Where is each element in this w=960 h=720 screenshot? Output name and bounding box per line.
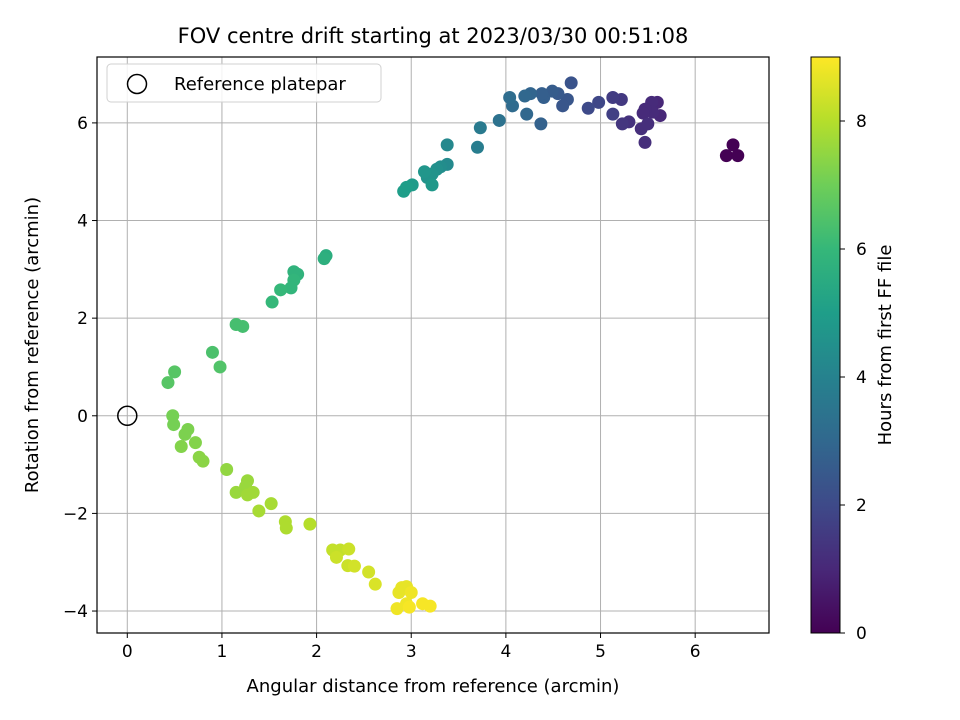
y-tick-label: 6 [77, 114, 88, 134]
data-point [556, 99, 570, 113]
x-tick-label: 1 [217, 642, 228, 662]
y-tick-label: 0 [77, 407, 88, 427]
data-point [425, 178, 439, 192]
data-point [167, 418, 181, 432]
data-point [362, 565, 376, 579]
data-point [404, 585, 418, 599]
plot-area [96, 56, 770, 634]
data-point [161, 376, 175, 390]
y-tick-label: 4 [77, 212, 88, 232]
data-point [564, 76, 578, 90]
data-point [726, 138, 740, 152]
x-axis-ticks: 0 1 2 3 4 5 6 [122, 633, 701, 662]
data-point [440, 138, 454, 152]
data-point [719, 149, 733, 163]
data-point [390, 602, 404, 616]
data-point [503, 91, 517, 105]
data-point [178, 427, 192, 441]
x-tick-label: 4 [500, 642, 511, 662]
colorbar-tick-label: 2 [856, 496, 867, 516]
colorbar-tick-label: 0 [856, 624, 867, 644]
data-point [615, 117, 629, 131]
data-point [284, 281, 298, 295]
x-tick-label: 5 [595, 642, 606, 662]
legend: Reference platepar [106, 63, 382, 103]
data-point [470, 140, 484, 154]
legend-reference-marker [126, 73, 148, 95]
reference-marker-group [117, 405, 138, 427]
data-point [246, 485, 260, 499]
colorbar-label: Hours from first FF file [875, 245, 896, 446]
x-axis-label: Angular distance from reference (arcmin) [247, 676, 620, 697]
data-point [317, 252, 331, 266]
data-point [641, 117, 655, 131]
y-tick-label: −2 [63, 504, 88, 524]
y-axis-label: Rotation from reference (arcmin) [22, 197, 43, 493]
data-point [220, 462, 234, 476]
data-point [520, 107, 534, 121]
data-point [606, 91, 620, 105]
x-tick-label: 3 [406, 642, 417, 662]
x-tick-label: 2 [311, 642, 322, 662]
y-tick-label: 2 [77, 309, 88, 329]
data-point [392, 585, 406, 599]
data-point [473, 121, 487, 135]
data-point [264, 497, 278, 511]
plot-frame [96, 56, 770, 634]
data-point [731, 149, 745, 163]
legend-entry-reference-platepar: Reference platepar [174, 74, 346, 95]
data-point [423, 599, 437, 613]
reference-platepar-marker [117, 405, 138, 427]
data-point [252, 504, 266, 518]
data-points [161, 76, 745, 616]
data-point [229, 317, 243, 331]
data-point [329, 550, 343, 564]
data-point [347, 559, 361, 573]
data-point [188, 436, 202, 450]
data-point [417, 165, 431, 179]
colorbar-frame [810, 56, 841, 634]
legend-box [106, 63, 382, 103]
data-point [518, 89, 532, 103]
data-point [174, 440, 188, 454]
data-point [205, 345, 219, 359]
colorbar-ticks: 0 2 4 6 8 [840, 112, 867, 644]
data-point [368, 577, 382, 591]
data-point [168, 365, 182, 379]
data-point [274, 283, 288, 297]
grid [97, 57, 769, 633]
data-point [279, 521, 293, 535]
data-point [636, 106, 650, 120]
x-tick-label: 0 [122, 642, 133, 662]
colorbar-tick-label: 4 [856, 368, 867, 388]
data-point [581, 101, 595, 115]
data-point [397, 184, 411, 198]
data-point [196, 454, 210, 468]
data-point [402, 600, 416, 614]
colorbar-fill [811, 57, 840, 633]
data-point [303, 517, 317, 531]
colorbar: 0 2 4 6 8 Hours from first FF file [810, 56, 896, 644]
x-tick-label: 6 [690, 642, 701, 662]
data-point [606, 107, 620, 121]
colorbar-tick-label: 6 [856, 240, 867, 260]
data-point [265, 295, 279, 309]
data-point [534, 117, 548, 131]
colorbar-tick-label: 8 [856, 112, 867, 132]
chart-title: FOV centre drift starting at 2023/03/30 … [178, 24, 689, 48]
y-tick-label: −4 [63, 602, 88, 622]
data-point [229, 485, 243, 499]
y-axis-ticks: −4 −2 0 2 4 6 [63, 114, 97, 622]
data-point [592, 95, 606, 109]
data-point [492, 113, 506, 127]
data-point [342, 542, 356, 556]
data-point [535, 87, 549, 101]
data-point [638, 135, 652, 149]
data-point [213, 360, 227, 374]
